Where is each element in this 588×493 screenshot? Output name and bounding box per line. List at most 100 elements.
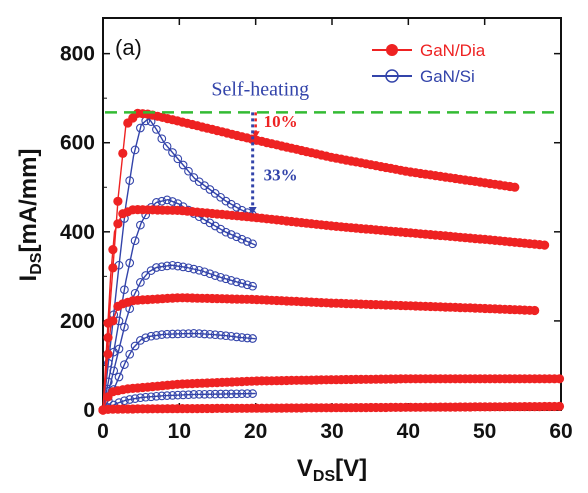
y-axis-title-sub: DS	[28, 252, 45, 275]
series-point	[237, 278, 247, 288]
series-point	[146, 331, 156, 341]
series-point	[173, 154, 183, 164]
series-gan-dia	[98, 108, 565, 415]
series-point	[232, 277, 241, 287]
series-point	[120, 360, 129, 369]
series-point	[194, 329, 204, 338]
series-point	[189, 329, 199, 338]
y-axis-title-main: I	[15, 275, 42, 282]
series-point	[125, 258, 135, 268]
x-tick-label-0: 0	[97, 420, 109, 443]
series-point	[232, 332, 241, 342]
series-line-gan-dia-0	[102, 112, 516, 411]
series-point	[141, 333, 151, 343]
series-point	[226, 276, 236, 285]
drop-si-label: 33%	[264, 166, 298, 185]
series-point	[109, 366, 119, 376]
series-point	[184, 263, 193, 273]
series-point	[136, 123, 145, 133]
series-point	[173, 261, 183, 271]
series-point	[113, 219, 123, 229]
series-point	[210, 330, 220, 340]
series-point	[136, 278, 145, 287]
series-point	[232, 202, 241, 212]
series-point	[130, 145, 140, 155]
series-point	[189, 173, 199, 182]
series-point	[221, 274, 231, 284]
series-point	[162, 195, 172, 205]
x-tick-label-10: 10	[168, 420, 191, 443]
legend-label-gan-si: GaN/Si	[420, 67, 475, 86]
series-point	[540, 240, 550, 250]
series-point	[108, 245, 118, 255]
series-point	[237, 389, 247, 399]
series-point	[168, 391, 177, 400]
series-point	[554, 401, 565, 411]
series-point	[130, 341, 140, 351]
series-point	[157, 262, 167, 272]
series-point	[221, 389, 231, 399]
series-point	[168, 197, 177, 206]
series-point	[237, 333, 247, 342]
series-point	[162, 141, 172, 151]
series-point	[136, 393, 145, 403]
series-point	[194, 389, 204, 399]
series-point	[226, 230, 236, 239]
series-point	[226, 389, 236, 399]
series-line-gan-si-0	[102, 117, 256, 411]
legend: GaN/Dia GaN/Si	[372, 41, 486, 86]
drop-si-arrowhead	[248, 207, 257, 214]
series-point	[141, 392, 151, 402]
series-point	[152, 331, 161, 340]
series-line-gan-dia-2	[102, 297, 539, 411]
series-point	[157, 196, 167, 206]
x-tick-label-20: 20	[244, 420, 267, 443]
legend-label-gan-dia: GaN/Dia	[420, 41, 486, 60]
series-point	[242, 280, 252, 290]
series-point	[205, 269, 215, 279]
x-tick-label-40: 40	[397, 420, 420, 443]
legend-marker-gan-si	[385, 69, 399, 83]
series-point	[113, 196, 123, 206]
series-point	[530, 305, 540, 316]
series-point	[152, 391, 161, 401]
series-point	[178, 160, 188, 170]
series-point	[242, 389, 252, 398]
series-point	[108, 316, 118, 326]
series-point	[248, 389, 257, 398]
series-point	[200, 267, 209, 277]
series-point	[189, 264, 199, 274]
series-point	[114, 372, 124, 382]
series-point	[173, 329, 183, 339]
series-point	[216, 272, 225, 282]
series-point	[205, 329, 215, 339]
series-point	[130, 394, 140, 403]
series-point	[120, 322, 129, 332]
series-point	[184, 390, 193, 400]
x-axis-title-main: V	[297, 455, 313, 482]
series-point	[510, 182, 520, 192]
series-point	[248, 239, 257, 249]
self-heating-label: Self-heating	[211, 78, 309, 100]
series-point	[173, 390, 183, 400]
series-point	[242, 237, 252, 246]
series-point	[178, 390, 188, 400]
series-point	[125, 395, 135, 404]
panel-label: (a)	[115, 35, 142, 60]
series-point	[162, 261, 172, 271]
series-point	[216, 389, 225, 399]
series-point	[162, 391, 172, 400]
series-point	[157, 134, 167, 144]
series-point	[237, 234, 247, 244]
series-point	[136, 220, 145, 230]
series-point	[216, 330, 225, 340]
series-point	[146, 392, 156, 402]
y-tick-label-200: 200	[60, 310, 95, 333]
series-point	[205, 389, 215, 399]
series-point	[152, 125, 161, 134]
series-point	[118, 148, 128, 158]
series-point	[221, 227, 231, 237]
series-point	[108, 263, 118, 273]
series-point	[200, 329, 209, 339]
